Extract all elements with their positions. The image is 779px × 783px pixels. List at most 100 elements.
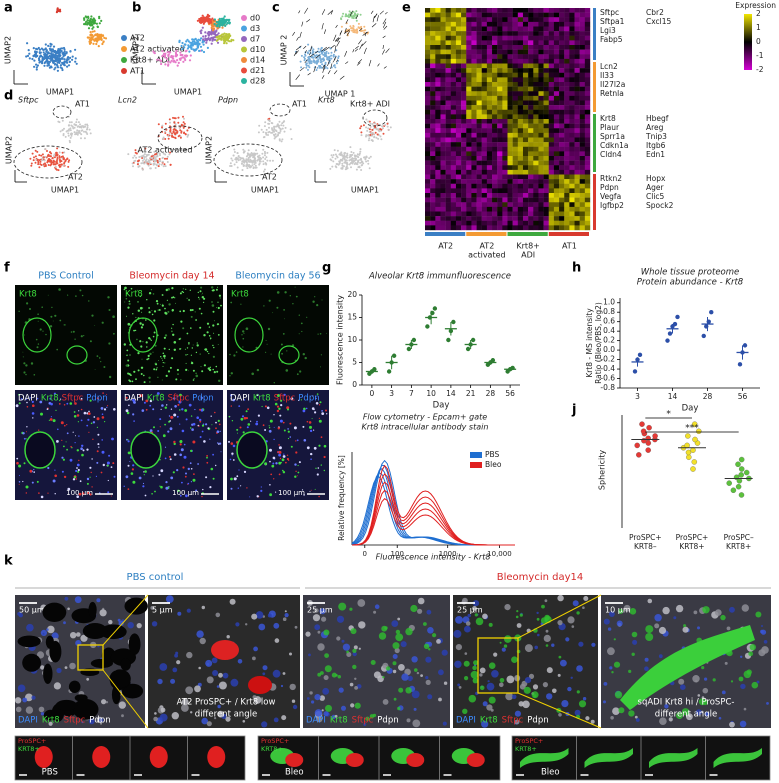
signal (171, 310, 174, 312)
heatmap-cell (430, 206, 436, 212)
heatmap-cell (517, 156, 524, 161)
heatmap-cell (471, 109, 477, 115)
signal (266, 406, 270, 410)
cell-dot (348, 163, 351, 166)
heatmap-cell (579, 174, 586, 180)
heatmap-cell (461, 95, 467, 101)
heatmap-cell (497, 100, 503, 106)
heatmap-cell (497, 105, 503, 110)
signal (197, 463, 200, 465)
heatmap-cell (512, 100, 519, 106)
heatmap-cell (507, 188, 513, 194)
heatmap-cell (569, 72, 575, 78)
heatmap-cell (512, 169, 519, 175)
x-tick-label: 14 (446, 389, 456, 398)
heatmap-cell (445, 206, 451, 212)
cell-dot (80, 133, 83, 136)
signal (171, 287, 174, 290)
heatmap-cell (584, 132, 591, 138)
cell-dot (261, 152, 264, 155)
heatmap-cell (450, 151, 457, 157)
heatmap-cell (507, 21, 513, 27)
heatmap-cell (533, 216, 539, 221)
heatmap-cell (492, 151, 498, 157)
heatmap-cell (466, 123, 472, 129)
cell-dot (75, 62, 78, 65)
heatmap-cell (574, 202, 580, 208)
heatmap-cell (522, 137, 529, 143)
heatmap-cell (445, 174, 451, 180)
cell-dot (66, 57, 69, 60)
cell-dot (382, 127, 384, 130)
heatmap-cell (461, 206, 467, 212)
heatmap-cell (559, 35, 565, 41)
signal (113, 475, 116, 478)
cell-dot (164, 157, 166, 160)
cluster-label: AT2 (438, 242, 453, 251)
heatmap-cell (461, 132, 467, 138)
signal (129, 461, 131, 462)
cell-dot (201, 20, 204, 23)
cluster-bar (507, 232, 548, 236)
heatmap-cell (435, 100, 441, 106)
heatmap-cell (450, 179, 457, 184)
cell-dot (223, 21, 227, 24)
cell-dot (254, 166, 257, 169)
cell-dot (50, 59, 54, 62)
signal (108, 375, 112, 379)
cell-dot (335, 155, 338, 158)
heatmap-cell (543, 137, 549, 143)
heatmap-cell (425, 132, 431, 138)
signal (264, 462, 267, 466)
signal (295, 451, 298, 454)
signal (242, 346, 244, 348)
heatmap-cell (564, 49, 570, 55)
heatmap-cell (450, 8, 457, 13)
cell-dot (58, 156, 61, 159)
cell-dot (357, 159, 360, 162)
cell-dot (169, 121, 171, 124)
heatmap-cell (579, 100, 586, 106)
cell-dot (330, 51, 333, 54)
heatmap-cell (574, 165, 580, 171)
velocity-arrow (339, 31, 342, 35)
cell-dot (374, 126, 377, 129)
cell-dot (280, 140, 283, 143)
heatmap-cell (450, 77, 457, 83)
signal (228, 440, 230, 443)
heatmap-cell (435, 174, 441, 180)
cell-dot (89, 17, 92, 21)
heatmap-cell (440, 40, 446, 46)
signal (265, 340, 267, 341)
heatmap-cell (450, 156, 457, 161)
cell-dot (358, 152, 361, 155)
legend-label: d0 (250, 14, 260, 23)
cell-dot (209, 20, 213, 23)
signal (195, 319, 198, 321)
signal (169, 366, 172, 369)
heatmap-cell (445, 156, 451, 161)
cell-dot (34, 161, 37, 164)
heatmap-cell (507, 77, 513, 83)
heatmap-cell (492, 86, 498, 92)
signal (25, 485, 29, 489)
heatmap-cell (517, 220, 524, 226)
stain-label: Sftpc (168, 394, 190, 404)
heatmap-cell (579, 26, 586, 32)
heatmap-cell (533, 183, 539, 189)
heatmap-cell (512, 146, 519, 152)
heatmap-cell (569, 100, 575, 106)
heatmap-cell (517, 119, 524, 124)
cell-dot (138, 165, 141, 168)
velocity-arrow (356, 62, 361, 66)
heatmap-cell (471, 146, 477, 152)
signal (76, 467, 78, 469)
heatmap-cell (522, 105, 529, 110)
heatmap-cell (492, 206, 498, 212)
cell-dot (162, 165, 165, 168)
signal (180, 379, 182, 381)
signal (303, 439, 307, 442)
signal (101, 439, 103, 441)
signal (198, 307, 201, 310)
heatmap-cell (430, 119, 436, 124)
